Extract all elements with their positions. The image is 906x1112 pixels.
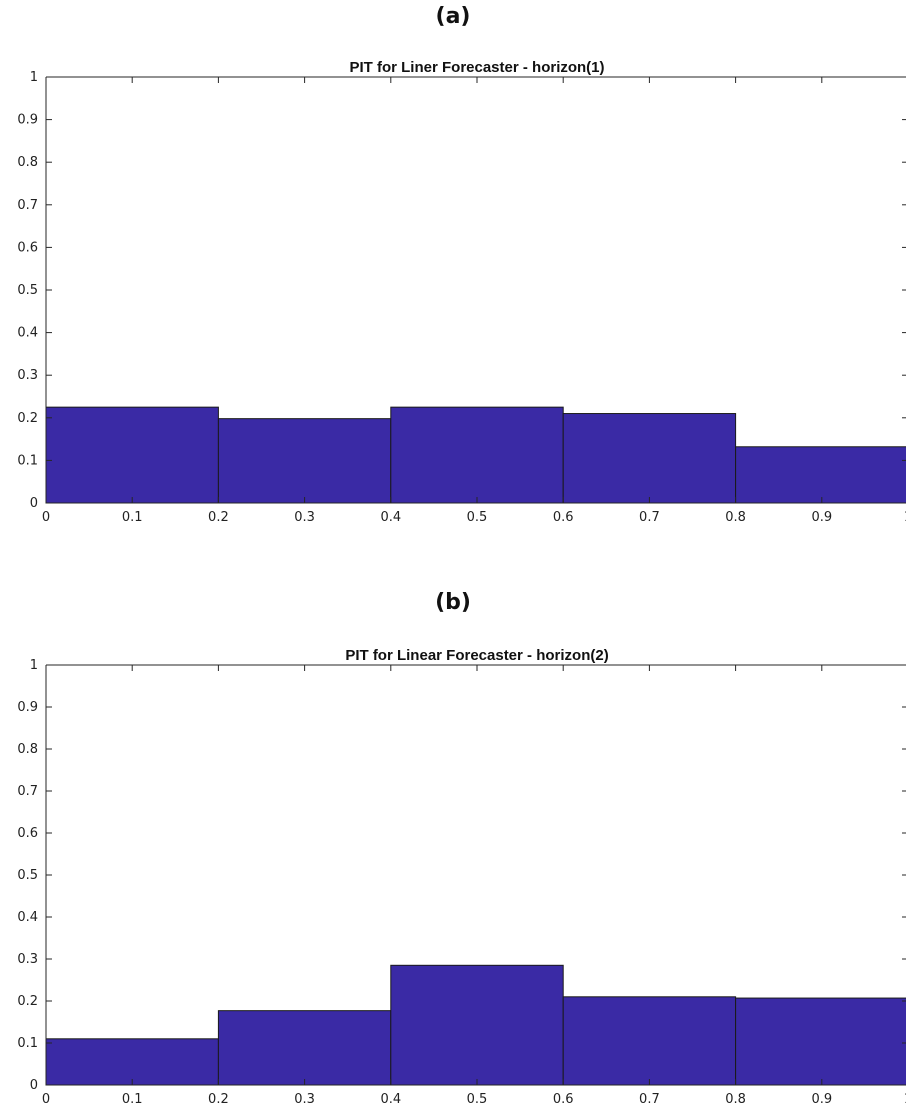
x-tick-label: 0.3 (294, 510, 315, 525)
y-tick-label: 1 (30, 658, 38, 673)
y-tick-label: 0.6 (17, 240, 38, 255)
x-tick-label: 0.9 (811, 510, 832, 525)
panel-label-b: (b) (435, 590, 471, 615)
y-tick-label: 0.7 (17, 198, 38, 213)
x-tick-label: 0.8 (725, 510, 746, 525)
x-tick-label: 0.2 (208, 510, 229, 525)
y-tick-label: 0 (30, 1078, 38, 1093)
y-tick-label: 0.4 (17, 326, 38, 341)
x-tick-label: 0.6 (553, 1092, 574, 1107)
x-tick-label: 1 (904, 510, 906, 525)
x-tick-label: 0.1 (122, 510, 143, 525)
x-tick-label: 0.7 (639, 1092, 660, 1107)
y-tick-label: 0.1 (17, 1036, 38, 1051)
y-tick-label: 0.3 (17, 952, 38, 967)
histogram-bar-2 (217, 418, 392, 504)
chart-title: PIT for Liner Forecaster - horizon(1) (349, 59, 604, 76)
chart-title: PIT for Linear Forecaster - horizon(2) (345, 647, 608, 664)
x-tick-label: 0.1 (122, 1092, 143, 1107)
y-tick-label: 0.5 (17, 283, 38, 298)
x-tick-label: 0.3 (294, 1092, 315, 1107)
x-tick-label: 1 (904, 1092, 906, 1107)
y-tick-label: 0.9 (17, 113, 38, 128)
x-tick-label: 0.4 (380, 510, 401, 525)
histogram-bar-2 (217, 1010, 392, 1086)
histogram-bar-5 (735, 446, 906, 504)
y-tick-label: 0.9 (17, 700, 38, 715)
histogram-bar-1 (45, 406, 219, 504)
histogram-bar-1 (45, 1038, 219, 1086)
histogram-bar-4 (562, 996, 737, 1086)
histogram-bar-3 (390, 964, 564, 1086)
y-tick-label: 0.8 (17, 155, 38, 170)
x-tick-label: 0.5 (467, 1092, 488, 1107)
y-tick-label: 0.4 (17, 910, 38, 925)
y-tick-label: 0.6 (17, 826, 38, 841)
x-tick-label: 0.5 (467, 510, 488, 525)
y-tick-label: 0.3 (17, 368, 38, 383)
y-tick-label: 0.2 (17, 411, 38, 426)
histogram-bar-4 (562, 413, 737, 504)
y-tick-label: 0.7 (17, 784, 38, 799)
x-tick-label: 0.7 (639, 510, 660, 525)
y-tick-label: 1 (30, 70, 38, 85)
x-tick-label: 0.8 (725, 1092, 746, 1107)
x-tick-label: 0.4 (380, 1092, 401, 1107)
histogram-bar-5 (735, 997, 906, 1086)
panel-label-a: (a) (435, 4, 471, 29)
x-tick-label: 0.2 (208, 1092, 229, 1107)
x-tick-label: 0 (42, 1092, 50, 1107)
y-tick-label: 0.2 (17, 994, 38, 1009)
x-tick-label: 0.6 (553, 510, 574, 525)
histogram-bar-3 (390, 406, 564, 504)
pit-histogram-horizon-2: 0 0.1 0.2 0.3 0.4 0.5 0.6 0.7 0.8 0.9 1 0 0.1 0.2 0.3 0… (17, 647, 906, 1107)
x-tick-label: 0 (42, 510, 50, 525)
y-tick-label: 0.8 (17, 742, 38, 757)
y-tick-label: 0.1 (17, 453, 38, 468)
x-tick-label: 0.9 (811, 1092, 832, 1107)
y-tick-label: 0.5 (17, 868, 38, 883)
y-tick-label: 0 (30, 496, 38, 511)
pit-histogram-horizon-1: 0 0.1 0.2 0.3 0.4 0.5 0.6 0.7 0.8 0.9 1 0 0.1 0.2 0.3 0… (17, 59, 906, 525)
